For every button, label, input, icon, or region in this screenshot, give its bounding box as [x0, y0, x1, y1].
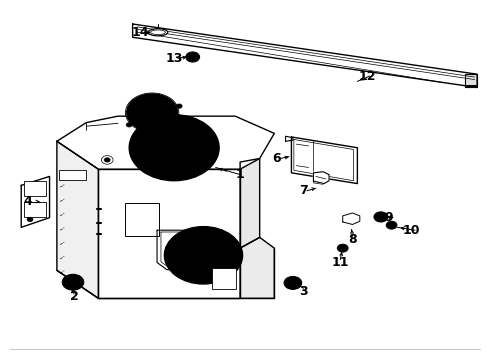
Circle shape: [291, 282, 295, 284]
Text: 9: 9: [385, 211, 393, 224]
Circle shape: [164, 226, 243, 284]
Circle shape: [151, 112, 153, 113]
Circle shape: [337, 244, 348, 252]
Text: 4: 4: [23, 195, 32, 208]
Text: 2: 2: [70, 290, 78, 303]
Polygon shape: [465, 74, 477, 87]
Text: 11: 11: [332, 256, 349, 269]
Circle shape: [149, 111, 155, 115]
Polygon shape: [240, 237, 274, 298]
Polygon shape: [133, 24, 477, 87]
Circle shape: [191, 56, 194, 58]
Polygon shape: [57, 116, 274, 169]
Bar: [24, 202, 46, 217]
Circle shape: [189, 54, 196, 59]
Bar: [125, 203, 159, 235]
Polygon shape: [292, 137, 357, 184]
Text: 7: 7: [299, 184, 308, 197]
Circle shape: [288, 279, 298, 287]
Circle shape: [340, 246, 345, 250]
Bar: [212, 268, 236, 289]
Polygon shape: [343, 213, 360, 225]
Polygon shape: [57, 141, 98, 298]
Polygon shape: [157, 230, 186, 270]
Circle shape: [70, 280, 76, 284]
Bar: [59, 170, 86, 180]
Circle shape: [377, 215, 384, 220]
Circle shape: [66, 277, 80, 287]
Text: 8: 8: [348, 233, 357, 246]
Circle shape: [104, 158, 110, 162]
Polygon shape: [21, 176, 49, 227]
Text: 12: 12: [358, 69, 376, 82]
Text: 13: 13: [166, 51, 183, 64]
Circle shape: [389, 224, 394, 227]
Circle shape: [62, 274, 84, 290]
Text: 5: 5: [148, 95, 156, 108]
Text: 3: 3: [299, 285, 308, 298]
Circle shape: [186, 52, 199, 62]
Polygon shape: [286, 136, 293, 141]
Circle shape: [176, 104, 182, 108]
Circle shape: [127, 94, 177, 131]
Circle shape: [129, 115, 219, 181]
Text: 10: 10: [402, 224, 420, 237]
Text: 14: 14: [131, 27, 148, 40]
Polygon shape: [240, 158, 260, 248]
Ellipse shape: [148, 29, 168, 36]
Circle shape: [386, 221, 397, 229]
Polygon shape: [98, 169, 240, 298]
Polygon shape: [314, 181, 323, 184]
Text: 1: 1: [236, 168, 245, 181]
Circle shape: [130, 96, 174, 129]
Polygon shape: [314, 172, 329, 184]
Circle shape: [138, 121, 211, 175]
Circle shape: [27, 217, 33, 222]
Circle shape: [374, 212, 388, 222]
Circle shape: [172, 232, 235, 279]
Ellipse shape: [151, 30, 165, 35]
Circle shape: [126, 123, 132, 127]
Text: 6: 6: [272, 152, 281, 165]
Circle shape: [284, 276, 302, 289]
Bar: [24, 181, 46, 196]
Circle shape: [166, 127, 172, 132]
